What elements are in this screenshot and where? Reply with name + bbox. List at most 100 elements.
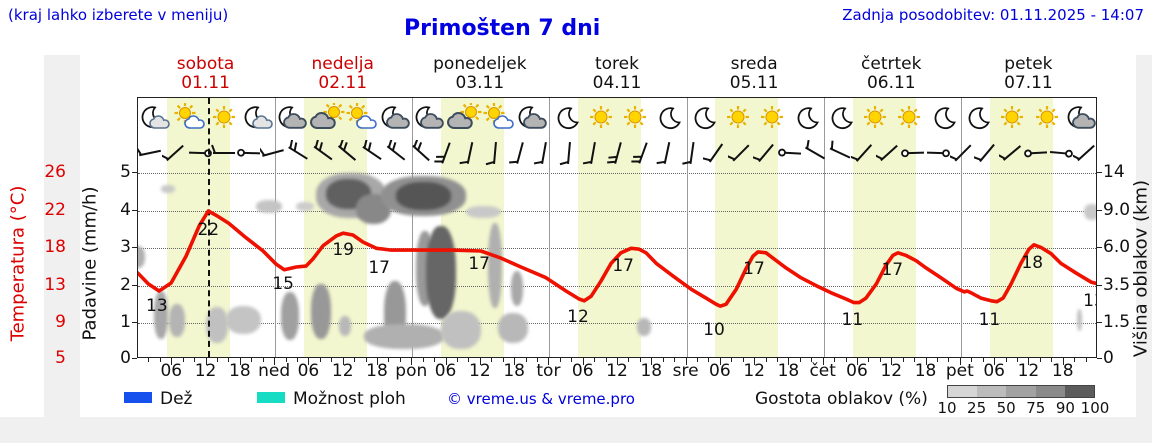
- x-axis-tick: [491, 358, 493, 362]
- day-name: petek: [1004, 54, 1053, 74]
- cloud-density-blob: [281, 292, 299, 340]
- axis-tick-3.5: 3.5: [1103, 275, 1131, 295]
- x-axis-tick: [948, 358, 950, 362]
- x-axis-tick: [239, 358, 241, 365]
- cloud-density-blob: [206, 307, 228, 343]
- x-axis-tick: [719, 358, 721, 365]
- x-axis-tick: [171, 358, 173, 365]
- axis-tick-9: 9: [55, 312, 66, 332]
- sun-icon: [891, 103, 927, 131]
- right-axis-strip: [1136, 55, 1152, 417]
- x-axis-hour-label: 12: [469, 361, 491, 381]
- day-separator: [412, 98, 414, 357]
- x-axis-tick: [399, 358, 401, 362]
- precip-axis-title: Padavine (mm/h): [79, 186, 101, 341]
- cloud-density-blob: [256, 200, 282, 213]
- day-separator: [549, 98, 551, 357]
- moon-icon: [960, 103, 996, 131]
- wind-barb-icon: [827, 140, 853, 166]
- x-axis-tick: [879, 358, 881, 362]
- x-axis-tick: [639, 358, 641, 362]
- sun-cloud-icon: [480, 103, 516, 131]
- x-axis-tick: [605, 358, 607, 362]
- wind-barb-icon: [507, 140, 533, 166]
- rain-legend-swatch: [124, 392, 152, 403]
- x-axis-tick: [548, 358, 550, 365]
- x-axis-tick: [457, 358, 458, 362]
- day-date: 03.11: [455, 73, 505, 93]
- wind-barb-icon: [138, 140, 163, 166]
- cloud-density-blob: [364, 324, 444, 349]
- cloud-cover-gradient-segment: [1064, 386, 1095, 397]
- day-name: nedelja: [311, 54, 374, 74]
- x-axis-tick: [411, 358, 413, 365]
- x-axis-tick: [502, 358, 504, 362]
- cloud-density-blob: [154, 291, 168, 339]
- x-axis-hour-label: 18: [640, 361, 663, 381]
- wind-barb-icon: [925, 140, 951, 166]
- temperature-value-label: 17: [612, 256, 634, 277]
- sun-icon: [857, 103, 893, 131]
- day-header-sobota: sobota 01.11: [137, 55, 274, 93]
- wind-barb-icon: [703, 140, 729, 166]
- x-axis-tick: [1039, 358, 1041, 362]
- axis-tick-1.5: 1.5: [1103, 312, 1131, 332]
- x-axis-hour-label: 06: [846, 361, 868, 381]
- x-axis-hour-label: 12: [194, 361, 217, 381]
- y-axis-tick: [132, 358, 137, 359]
- x-axis-tick: [971, 358, 973, 362]
- cloud-density-blob: [339, 316, 351, 336]
- cloud-cover-stop-label: 50: [996, 399, 1016, 417]
- x-axis-hour-label: 12: [606, 361, 628, 381]
- axis-tick-3: 3: [120, 237, 131, 257]
- day-header-torek: torek 04.11: [548, 55, 685, 93]
- temperature-value-label: 12: [567, 306, 589, 327]
- left-axis-strip: [44, 55, 80, 417]
- day-separator: [823, 98, 825, 357]
- wind-barb-icon: [580, 140, 606, 166]
- page-title: Primošten 7 dni: [404, 16, 601, 41]
- wind-barb-icon: [654, 140, 680, 166]
- x-axis-tick: [811, 358, 813, 362]
- daylight-band: [715, 98, 779, 357]
- x-axis-day-abbr: pon: [395, 361, 428, 381]
- cloud-density-blob: [498, 313, 528, 343]
- cloud-density-blob: [138, 246, 145, 268]
- wind-barb-icon: [531, 140, 557, 166]
- wind-barb-icon: [1072, 140, 1096, 166]
- x-axis-tick: [822, 358, 824, 365]
- x-axis-tick: [468, 358, 470, 362]
- x-axis-tick: [1005, 358, 1007, 362]
- day-date: 04.11: [592, 73, 642, 93]
- x-axis-tick: [148, 358, 150, 362]
- moon-icon: [651, 103, 687, 131]
- x-axis-hour-label: 12: [743, 361, 765, 381]
- cloud-sun-icon: [309, 103, 345, 131]
- x-axis-tick: [959, 358, 961, 365]
- x-axis-tick: [228, 358, 230, 362]
- copyright-link[interactable]: © vreme.us & vreme.pro: [447, 390, 635, 408]
- day-date: 01.11: [181, 73, 230, 93]
- sun-icon: [754, 103, 790, 131]
- x-axis-tick: [685, 358, 687, 365]
- x-axis-hour-label: 18: [366, 361, 388, 381]
- cloud-density-blob: [1084, 204, 1096, 220]
- sun-icon: [583, 103, 619, 131]
- x-axis-tick: [434, 358, 436, 362]
- temperature-value-label: 13: [1083, 291, 1096, 311]
- x-axis-tick: [651, 358, 653, 365]
- cloud-cover-stop-label: 90: [1055, 399, 1075, 417]
- day-date: 06.11: [866, 73, 916, 93]
- temperature-value-label: 13: [146, 296, 168, 316]
- day-name: torek: [594, 54, 639, 74]
- cloud-density-blob: [637, 318, 651, 336]
- cloud-density-blob: [169, 304, 185, 337]
- cloud-cover-gradient-segment: [977, 386, 1007, 397]
- day-separator: [960, 98, 962, 357]
- x-axis-tick: [742, 358, 744, 362]
- moon-icon: [686, 103, 722, 131]
- x-axis-tick: [788, 358, 790, 365]
- x-axis-tick: [1051, 358, 1053, 362]
- gridline: [138, 286, 1096, 287]
